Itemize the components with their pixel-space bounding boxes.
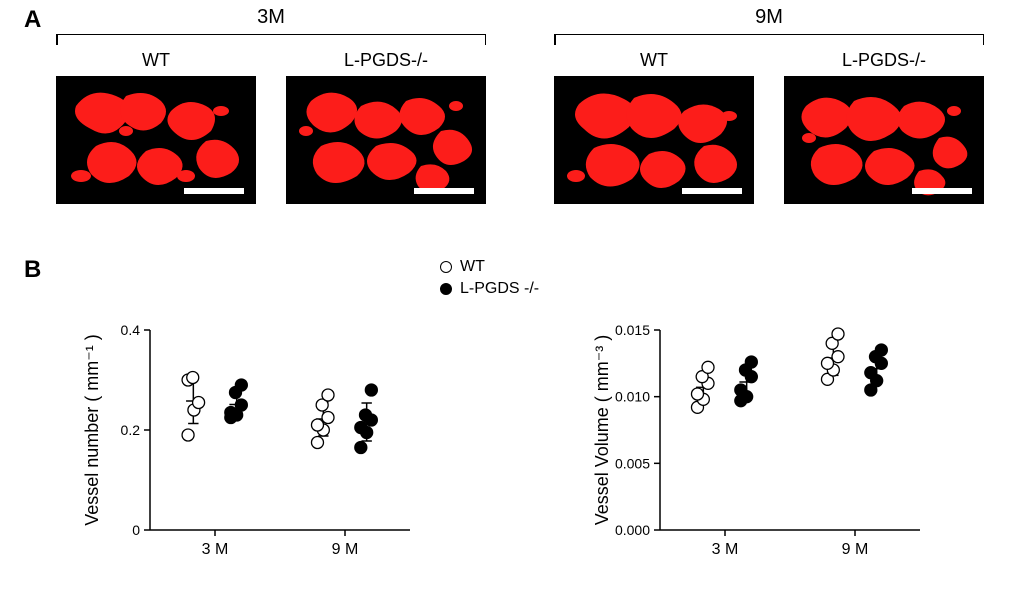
open-circle-icon [440, 261, 452, 273]
svg-text:0.2: 0.2 [121, 422, 141, 438]
chart-vessel-number: 0 0.2 0.4 3 M 9 M Vessel number ( mm⁻¹ ) [80, 320, 420, 580]
figure-root: A 3M 9M WT L-PGDS-/- WT L-PGDS-/- [0, 0, 1020, 611]
scalebar [184, 188, 244, 194]
legend: WT L-PGDS -/- [440, 256, 539, 300]
svg-text:9 M: 9 M [842, 541, 869, 558]
svg-text:0.015: 0.015 [615, 322, 650, 338]
legend-label: WT [460, 258, 485, 276]
scalebar [682, 188, 742, 194]
legend-item-wt: WT [440, 256, 539, 278]
svg-text:Vessel Volume ( mm⁻³ ): Vessel Volume ( mm⁻³ ) [592, 335, 612, 526]
age-label-3m: 3M [56, 6, 486, 29]
svg-text:3 M: 3 M [712, 541, 739, 558]
legend-label: L-PGDS -/- [460, 280, 539, 298]
micrograph-3m-wt [56, 76, 256, 204]
img-label-9m-wt: WT [554, 50, 754, 71]
svg-text:9 M: 9 M [332, 541, 359, 558]
svg-text:0: 0 [132, 522, 140, 538]
bracket-3m [56, 34, 486, 35]
micrograph-9m-wt [554, 76, 754, 204]
svg-text:0.005: 0.005 [615, 455, 650, 471]
chart-vessel-volume: 0.000 0.005 0.010 0.015 3 M 9 M Vessel Volume … [590, 320, 930, 580]
img-label-3m-ko: L-PGDS-/- [286, 50, 486, 71]
svg-text:3 M: 3 M [202, 541, 229, 558]
legend-item-ko: L-PGDS -/- [440, 278, 539, 300]
img-label-3m-wt: WT [56, 50, 256, 71]
micrograph-3m-ko [286, 76, 486, 204]
micrograph-9m-ko [784, 76, 984, 204]
svg-text:Vessel number ( mm⁻¹ ): Vessel number ( mm⁻¹ ) [82, 334, 102, 526]
scalebar [414, 188, 474, 194]
filled-circle-icon [440, 283, 452, 295]
img-label-9m-ko: L-PGDS-/- [784, 50, 984, 71]
age-label-9m: 9M [554, 6, 984, 29]
bracket-9m [554, 34, 984, 35]
svg-text:0.000: 0.000 [615, 522, 650, 538]
svg-text:0.4: 0.4 [121, 322, 141, 338]
svg-text:0.010: 0.010 [615, 389, 650, 405]
panel-b-label: B [24, 256, 41, 284]
panel-a-label: A [24, 6, 41, 34]
scalebar [912, 188, 972, 194]
